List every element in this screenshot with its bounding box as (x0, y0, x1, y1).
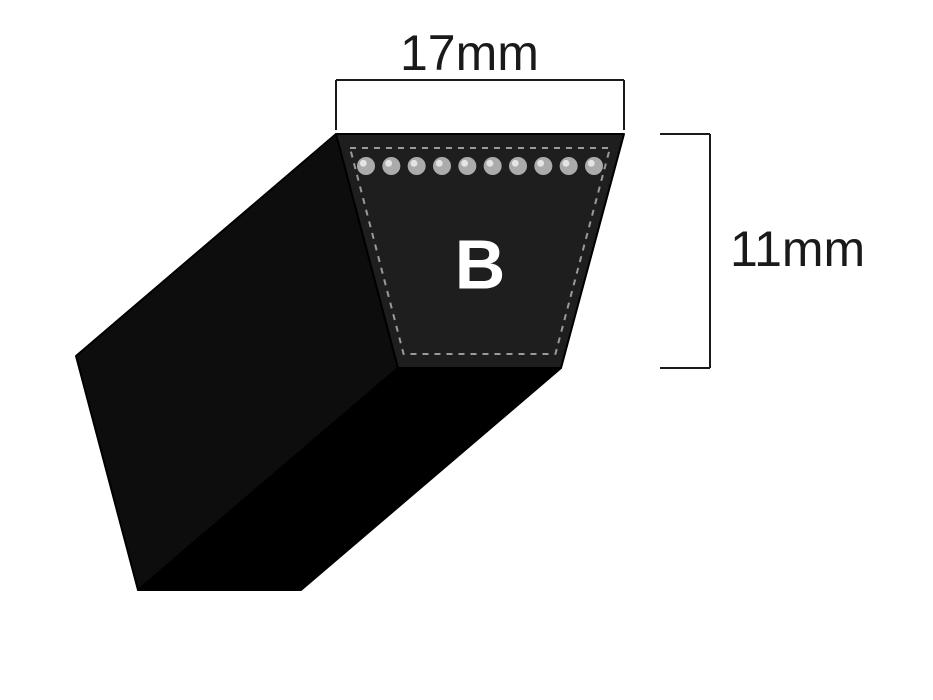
diagram-stage: B 17mm 11mm (0, 0, 933, 700)
width-dimension-label: 17mm (400, 24, 539, 82)
belt-diagram: B (0, 0, 933, 700)
height-dimension-label: 11mm (730, 220, 865, 278)
belt-section-letter: B (455, 225, 506, 303)
